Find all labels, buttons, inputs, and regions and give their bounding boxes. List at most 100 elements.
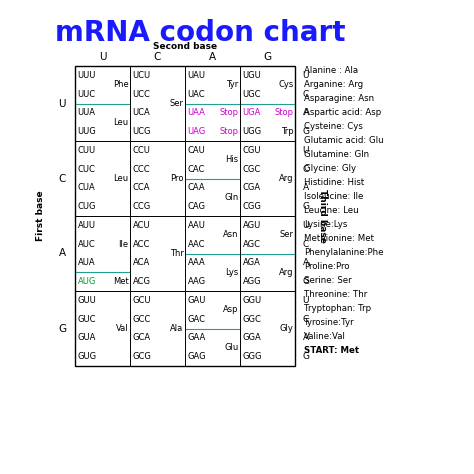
Text: G: G — [264, 52, 272, 62]
Text: CCA: CCA — [133, 183, 150, 192]
Text: A: A — [303, 109, 309, 118]
Text: U: U — [303, 146, 309, 155]
Text: Glycine: Gly: Glycine: Gly — [304, 164, 356, 173]
Text: UAC: UAC — [188, 90, 205, 99]
Text: G: G — [302, 352, 310, 361]
Text: GGC: GGC — [243, 315, 261, 324]
Text: Cys: Cys — [278, 80, 293, 89]
Text: G: G — [58, 323, 66, 334]
Text: Arg: Arg — [279, 268, 293, 277]
Text: Tryptophan: Trp: Tryptophan: Trp — [304, 304, 371, 313]
Text: U: U — [303, 71, 309, 80]
Text: Leucine: Leu: Leucine: Leu — [304, 206, 359, 215]
Text: CCG: CCG — [133, 202, 151, 211]
Text: Isoleucine: Ile: Isoleucine: Ile — [304, 192, 364, 201]
Text: C: C — [58, 173, 66, 183]
Text: Ala: Ala — [170, 324, 183, 333]
Text: UCA: UCA — [133, 109, 150, 118]
Text: Thr: Thr — [170, 249, 183, 258]
Text: Glutamine: Gln: Glutamine: Gln — [304, 150, 369, 159]
Text: GCU: GCU — [133, 296, 151, 305]
Text: AGG: AGG — [243, 277, 261, 286]
Text: GUC: GUC — [78, 315, 96, 324]
Text: CAC: CAC — [188, 164, 205, 173]
Text: UUG: UUG — [78, 127, 96, 136]
Text: AUU: AUU — [78, 221, 95, 230]
Text: Cysteine: Cys: Cysteine: Cys — [304, 122, 363, 131]
Text: UCC: UCC — [133, 90, 150, 99]
Text: Phenylalanine:Phe: Phenylalanine:Phe — [304, 248, 383, 257]
Text: CUG: CUG — [78, 202, 96, 211]
Text: START: Met: START: Met — [304, 346, 359, 355]
Text: C: C — [303, 90, 309, 99]
Text: CAA: CAA — [188, 183, 205, 192]
Text: Ser: Ser — [280, 230, 293, 239]
Text: CGC: CGC — [243, 164, 261, 173]
Text: UCG: UCG — [133, 127, 151, 136]
Text: CUC: CUC — [78, 164, 95, 173]
Text: AGU: AGU — [243, 221, 261, 230]
Text: Histidine: Hist: Histidine: Hist — [304, 178, 364, 187]
Text: Gly: Gly — [280, 324, 293, 333]
Text: Arg: Arg — [279, 174, 293, 183]
Text: CCU: CCU — [133, 146, 150, 155]
Text: Methionine: Met: Methionine: Met — [304, 234, 374, 243]
Text: AGA: AGA — [243, 258, 260, 267]
Text: CGA: CGA — [243, 183, 261, 192]
Text: GCG: GCG — [133, 352, 151, 361]
Text: CAU: CAU — [188, 146, 205, 155]
Text: Asparagine: Asn: Asparagine: Asn — [304, 94, 374, 103]
Text: Glu: Glu — [224, 343, 238, 352]
Text: U: U — [303, 221, 309, 230]
Text: CAG: CAG — [188, 202, 206, 211]
Text: A: A — [303, 183, 309, 192]
Text: AUC: AUC — [78, 240, 95, 249]
Text: UGC: UGC — [243, 90, 261, 99]
Text: UCU: UCU — [133, 71, 151, 80]
Text: Leu: Leu — [113, 174, 128, 183]
Text: AAC: AAC — [188, 240, 205, 249]
Text: U: U — [303, 296, 309, 305]
Text: C: C — [303, 315, 309, 324]
Text: Glutamic acid: Glu: Glutamic acid: Glu — [304, 136, 383, 145]
Text: Third base: Third base — [319, 189, 328, 243]
Text: GAU: GAU — [188, 296, 206, 305]
Text: UUU: UUU — [78, 71, 96, 80]
Text: Valine:Val: Valine:Val — [304, 332, 346, 341]
Text: UUA: UUA — [78, 109, 95, 118]
Text: C: C — [303, 240, 309, 249]
Text: C: C — [303, 164, 309, 173]
Text: CUA: CUA — [78, 183, 95, 192]
Text: Ile: Ile — [118, 240, 128, 249]
Text: UUC: UUC — [78, 90, 96, 99]
Text: GAA: GAA — [188, 333, 206, 342]
Text: AGC: AGC — [243, 240, 261, 249]
Text: UAG: UAG — [188, 127, 206, 136]
Text: C: C — [154, 52, 161, 62]
Text: GCC: GCC — [133, 315, 151, 324]
Text: Leu: Leu — [113, 118, 128, 127]
Text: UGG: UGG — [243, 127, 262, 136]
Text: G: G — [302, 277, 310, 286]
Text: First base: First base — [36, 191, 46, 241]
Text: Threonine: Thr: Threonine: Thr — [304, 290, 367, 299]
Text: Stop: Stop — [274, 109, 293, 118]
Text: Lysine:Lys: Lysine:Lys — [304, 220, 347, 229]
Text: ACG: ACG — [133, 277, 151, 286]
Text: G: G — [302, 127, 310, 136]
Text: Aspartic acid: Asp: Aspartic acid: Asp — [304, 108, 381, 117]
Text: Tyr: Tyr — [226, 80, 238, 89]
Text: Alanine : Ala: Alanine : Ala — [304, 66, 358, 75]
Text: Stop: Stop — [219, 127, 238, 136]
Text: UGU: UGU — [243, 71, 261, 80]
Text: AAA: AAA — [188, 258, 205, 267]
Text: GGG: GGG — [243, 352, 262, 361]
Text: Stop: Stop — [219, 109, 238, 118]
Text: His: His — [225, 155, 238, 164]
Text: GUU: GUU — [78, 296, 96, 305]
Text: U: U — [58, 99, 66, 109]
Text: A: A — [303, 258, 309, 267]
Bar — [75, 66, 295, 366]
Text: ACC: ACC — [133, 240, 150, 249]
Text: AUA: AUA — [78, 258, 95, 267]
